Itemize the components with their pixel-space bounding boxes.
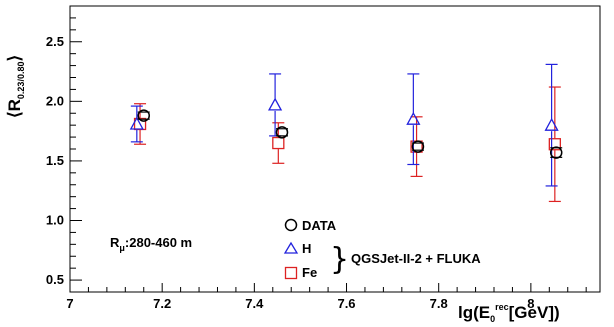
y-tick-label: 1.5 [46, 153, 64, 168]
y-tick-label: 0.5 [46, 272, 64, 287]
data-point [411, 140, 425, 153]
data-point [129, 116, 144, 130]
series-fe [133, 86, 561, 203]
data-marks [129, 63, 563, 203]
x-tick-label: 8 [527, 296, 534, 311]
legend-label-data: DATA [302, 218, 337, 233]
x-tick-label: 7.6 [337, 296, 355, 311]
data-point [406, 111, 421, 125]
y-tick-label: 1.0 [46, 213, 64, 228]
x-tick-label: 7.4 [245, 296, 264, 311]
legend-brace: } [330, 242, 349, 277]
axis-tick-labels: 7 7.2 7.4 7.6 7.8 8 0.5 1.0 1.5 2.0 2.5 [46, 34, 535, 311]
data-point [549, 146, 563, 159]
data-point [137, 109, 150, 122]
axis-ticks [69, 5, 587, 293]
legend-group-label: QGSJet-II-2 + FLUKA [351, 251, 481, 266]
y-tick-label: 2.0 [46, 93, 64, 108]
legend-marker-h [283, 241, 299, 254]
legend-marker-fe [284, 266, 298, 280]
x-tick-label: 7 [66, 296, 73, 311]
legend-marker-data [284, 218, 298, 232]
series-h [129, 63, 559, 187]
data-point [548, 138, 561, 151]
legend-label-h: H [302, 241, 311, 256]
x-axis-title: lg(E0rec[GeV]) [458, 302, 560, 324]
range-annotation: Rμ:280-460 m [110, 235, 192, 253]
y-axis-title: ⟨R0.23/0.80⟩ [5, 55, 26, 118]
x-tick-label: 7.2 [153, 296, 171, 311]
legend-label-fe: Fe [302, 265, 317, 280]
data-point [267, 97, 283, 111]
legend: DATA H Fe } QGSJet-II-2 + FLUKA [283, 218, 481, 280]
data-point [272, 136, 285, 150]
data-point [275, 126, 289, 139]
y-tick-label: 2.5 [46, 34, 64, 49]
series-data [137, 109, 563, 159]
x-tick-label: 7.8 [430, 296, 448, 311]
data-point [544, 117, 559, 131]
